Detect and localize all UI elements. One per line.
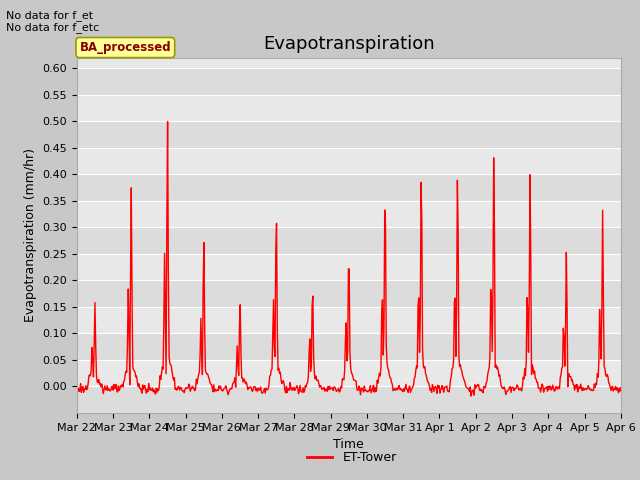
Bar — [77, 95, 621, 121]
Bar — [77, 254, 621, 280]
Bar — [77, 227, 621, 254]
Bar — [77, 201, 621, 227]
Bar — [77, 148, 621, 174]
Bar — [77, 333, 621, 360]
Bar — [77, 280, 621, 307]
Bar — [77, 174, 621, 201]
Bar — [77, 386, 621, 413]
X-axis label: Time: Time — [333, 438, 364, 451]
Bar — [77, 307, 621, 333]
Title: Evapotranspiration: Evapotranspiration — [263, 35, 435, 53]
Bar — [77, 68, 621, 95]
Text: BA_processed: BA_processed — [79, 41, 171, 54]
Text: No data for f_et
No data for f_etc: No data for f_et No data for f_etc — [6, 10, 100, 33]
Bar — [77, 360, 621, 386]
Y-axis label: Evapotranspiration (mm/hr): Evapotranspiration (mm/hr) — [24, 148, 36, 322]
Legend: ET-Tower: ET-Tower — [302, 446, 402, 469]
Bar — [77, 121, 621, 148]
